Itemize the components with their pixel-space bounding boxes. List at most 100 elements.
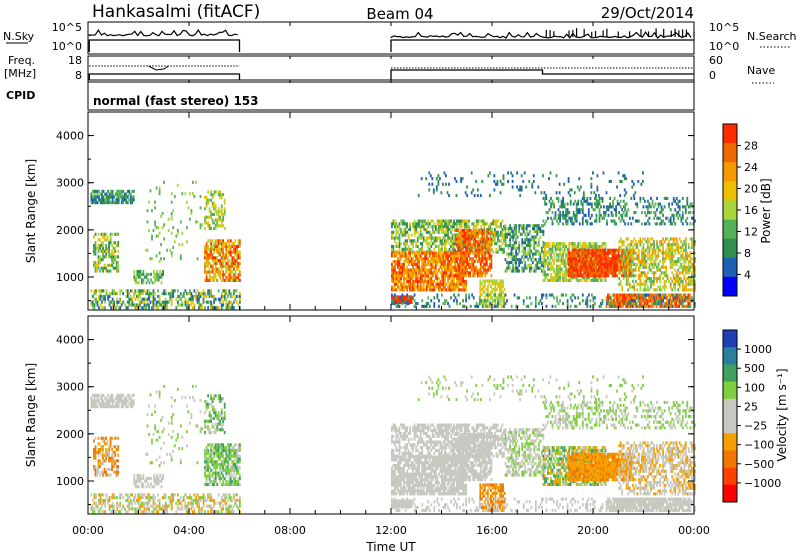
power-cell <box>239 256 241 260</box>
power-cell <box>530 238 533 242</box>
power-cell <box>496 296 498 300</box>
power-cell <box>585 257 588 261</box>
power-cell <box>687 279 690 283</box>
power-cell <box>419 230 422 234</box>
power-cell <box>684 260 687 264</box>
power-cell <box>569 260 572 264</box>
power-cell <box>621 213 624 217</box>
power-cell <box>456 285 458 289</box>
power-cell <box>479 293 482 297</box>
power-cell <box>490 248 493 252</box>
power-cell <box>484 262 487 266</box>
power-cell <box>478 243 481 247</box>
power-cell <box>157 289 159 293</box>
power-cell <box>428 222 431 226</box>
power-cell <box>665 216 667 220</box>
power-cell <box>156 278 158 282</box>
power-cell <box>214 190 217 194</box>
power-cell <box>232 267 235 271</box>
power-cell <box>236 247 238 251</box>
power-cell <box>192 300 194 304</box>
power-cell <box>430 274 433 278</box>
power-cell <box>489 222 492 226</box>
power-cell <box>627 254 630 258</box>
power-cell <box>146 292 149 296</box>
power-cell <box>445 247 448 251</box>
power-cell <box>416 225 419 229</box>
power-cell <box>610 302 612 306</box>
power-cell <box>553 278 555 282</box>
power-cell <box>149 300 152 304</box>
power-cell <box>223 264 226 268</box>
power-cell <box>404 254 407 258</box>
power-cell <box>225 264 228 268</box>
power-cell <box>422 228 425 232</box>
power-cell <box>644 265 646 269</box>
power-cell <box>151 281 154 285</box>
power-cell <box>460 219 463 223</box>
power-cell <box>557 253 560 257</box>
power-cell <box>484 274 487 278</box>
power-cell <box>630 274 633 278</box>
power-cell <box>204 215 206 219</box>
power-cell <box>559 216 561 220</box>
power-cell <box>548 199 551 203</box>
power-cell <box>98 195 100 199</box>
power-cell <box>691 257 693 261</box>
power-cell <box>645 213 648 217</box>
power-cell <box>114 266 117 270</box>
power-cell <box>453 257 455 261</box>
power-cell <box>211 195 214 199</box>
power-cell <box>219 190 222 194</box>
power-cell <box>494 222 496 226</box>
power-cell <box>142 292 144 296</box>
power-cell <box>595 213 598 217</box>
power-cell <box>208 198 211 202</box>
power-cell <box>442 225 445 229</box>
freq-label-1: Freq. <box>8 54 35 67</box>
power-cell <box>475 265 478 269</box>
power-cell <box>644 274 646 278</box>
power-cell <box>553 244 555 248</box>
power-cell <box>397 302 399 306</box>
power-cell <box>217 190 220 194</box>
power-cell <box>544 278 546 282</box>
power-cell <box>674 282 677 286</box>
power-cell <box>655 296 658 300</box>
power-cell <box>548 247 551 251</box>
power-cell <box>425 257 428 261</box>
power-cell <box>466 240 468 244</box>
power-cell <box>441 277 443 281</box>
power-cell <box>482 237 485 241</box>
power-cell <box>476 274 479 278</box>
power-cell <box>397 277 399 281</box>
power-cell <box>207 289 209 293</box>
power-cell <box>604 211 607 215</box>
power-cell <box>544 256 546 260</box>
power-cell <box>562 202 564 206</box>
power-cell <box>125 289 128 293</box>
power-cell <box>506 266 508 270</box>
power-cell <box>216 210 219 214</box>
power-cell <box>531 224 534 228</box>
power-cell <box>659 274 661 278</box>
power-cell <box>660 293 662 297</box>
power-cell <box>694 285 696 289</box>
power-cell <box>208 267 211 271</box>
power-cell <box>605 254 608 258</box>
power-cell <box>93 246 95 250</box>
power-cell <box>482 271 485 275</box>
power-cell <box>627 222 630 226</box>
power-cell <box>220 278 223 282</box>
power-cell <box>510 269 513 273</box>
power-cell <box>528 249 531 253</box>
power-cell <box>500 299 503 303</box>
power-cell <box>169 297 172 301</box>
power-cell <box>406 288 408 292</box>
power-cell <box>645 222 648 226</box>
power-cell <box>454 239 457 243</box>
power-cell <box>395 230 398 234</box>
power-cell <box>427 230 430 234</box>
power-cell <box>482 262 485 266</box>
power-cell <box>642 299 644 303</box>
